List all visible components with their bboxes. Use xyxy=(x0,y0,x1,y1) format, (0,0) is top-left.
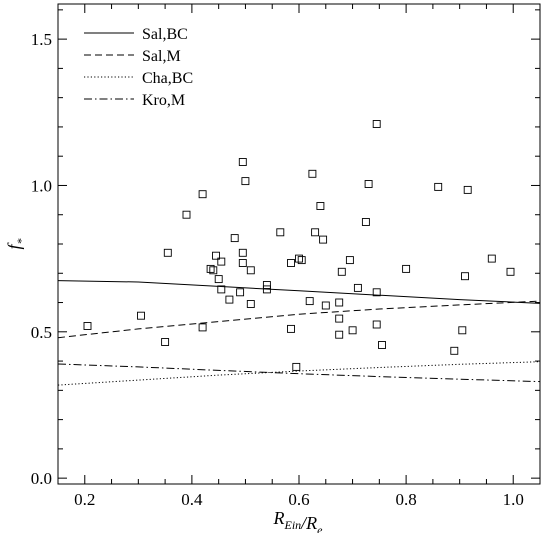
data-point xyxy=(287,259,295,267)
y-tick-label: 0.5 xyxy=(31,323,52,342)
x-tick-label: 0.8 xyxy=(395,490,416,509)
data-point xyxy=(217,257,226,266)
data-point xyxy=(316,202,325,210)
data-point xyxy=(217,285,226,294)
axis-title-subscript: Ein xyxy=(283,518,301,532)
data-point xyxy=(458,326,467,335)
y-tick-label: 0.0 xyxy=(31,469,52,488)
data-point xyxy=(348,326,357,335)
axis-title-base: R xyxy=(272,508,284,528)
data-point xyxy=(308,169,317,178)
data-point xyxy=(335,298,344,307)
legend-label: Sal,BC xyxy=(142,26,188,43)
series-line-cha-bc xyxy=(58,361,540,386)
data-point xyxy=(402,264,411,273)
data-point xyxy=(378,341,386,349)
data-point xyxy=(450,346,459,355)
data-point xyxy=(319,235,328,244)
data-point xyxy=(83,322,92,330)
data-point xyxy=(212,251,220,260)
data-point xyxy=(372,120,381,128)
data-point xyxy=(506,267,515,276)
data-point xyxy=(214,275,223,284)
data-point xyxy=(295,254,303,263)
data-point xyxy=(238,248,247,257)
data-point xyxy=(434,182,443,191)
axis-title-slash: / xyxy=(300,513,308,533)
data-point xyxy=(372,320,381,329)
data-point xyxy=(311,228,320,237)
legend-label: Sal,M xyxy=(142,48,181,65)
data-point xyxy=(230,234,239,243)
data-point xyxy=(276,228,285,237)
data-point xyxy=(335,314,344,323)
data-point xyxy=(262,285,271,294)
series-line-sal-m xyxy=(58,300,540,339)
data-point xyxy=(238,259,247,267)
data-point xyxy=(463,185,472,194)
x-axis-title: REin/Re xyxy=(272,508,323,533)
data-point xyxy=(364,180,373,188)
data-point xyxy=(198,190,207,199)
data-point xyxy=(161,338,170,346)
data-point xyxy=(241,177,250,186)
data-point xyxy=(182,210,191,219)
data-point xyxy=(163,248,172,257)
legend: Sal,BC Sal,M Cha,BC Kro,M xyxy=(84,26,193,109)
data-point xyxy=(236,288,245,297)
data-point xyxy=(225,295,234,304)
data-point xyxy=(461,272,469,281)
data-point xyxy=(262,281,271,289)
data-point xyxy=(321,301,330,310)
data-point xyxy=(238,158,247,166)
data-point xyxy=(487,254,496,263)
data-point xyxy=(206,264,215,273)
axis-title-subscript: * xyxy=(14,238,28,244)
data-point xyxy=(209,266,218,275)
x-tick-label: 0.2 xyxy=(74,490,95,509)
data-point xyxy=(246,266,255,275)
x-tick-label: 0.6 xyxy=(288,490,309,509)
ticks-layer: 0.2 0.4 0.6 0.8 1.0 0.0 0.5 1.0 1.5 xyxy=(31,4,541,509)
points-layer xyxy=(83,120,515,371)
data-point xyxy=(287,324,295,333)
legend-label: Cha,BC xyxy=(142,70,193,87)
x-tick-label: 1.0 xyxy=(503,490,524,509)
data-point xyxy=(372,288,381,297)
y-tick-label: 1.0 xyxy=(31,176,52,195)
data-point xyxy=(335,330,344,339)
series-line-sal-bc xyxy=(58,280,540,304)
series-line-kro-m xyxy=(58,363,540,383)
axis-title-base: R xyxy=(305,513,317,533)
data-point xyxy=(137,311,145,320)
data-point xyxy=(292,362,301,371)
data-point xyxy=(353,283,362,292)
data-point xyxy=(198,323,207,332)
y-tick-label: 1.5 xyxy=(31,30,52,49)
axis-title-base: f xyxy=(4,242,24,250)
x-tick-label: 0.4 xyxy=(181,490,203,509)
data-point xyxy=(337,267,346,276)
axis-title-subscript: e xyxy=(317,523,323,533)
data-point xyxy=(305,297,314,306)
legend-label: Kro,M xyxy=(142,92,185,109)
series-layer xyxy=(58,280,540,386)
data-point xyxy=(246,300,255,308)
data-point xyxy=(345,256,354,265)
y-axis-title: f* xyxy=(4,238,28,249)
data-point xyxy=(297,256,306,265)
data-point xyxy=(361,218,370,226)
